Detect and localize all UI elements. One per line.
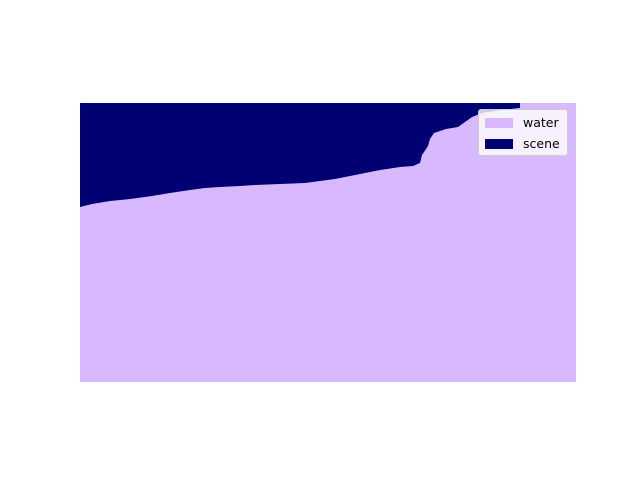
legend: water scene: [478, 109, 568, 156]
legend-label-water: water: [523, 115, 559, 130]
scene-region: [80, 103, 520, 207]
legend-item-water: water: [485, 116, 559, 130]
legend-swatch-scene: [485, 139, 513, 149]
legend-swatch-water: [485, 118, 513, 128]
legend-label-scene: scene: [523, 136, 560, 151]
legend-item-scene: scene: [485, 137, 560, 151]
